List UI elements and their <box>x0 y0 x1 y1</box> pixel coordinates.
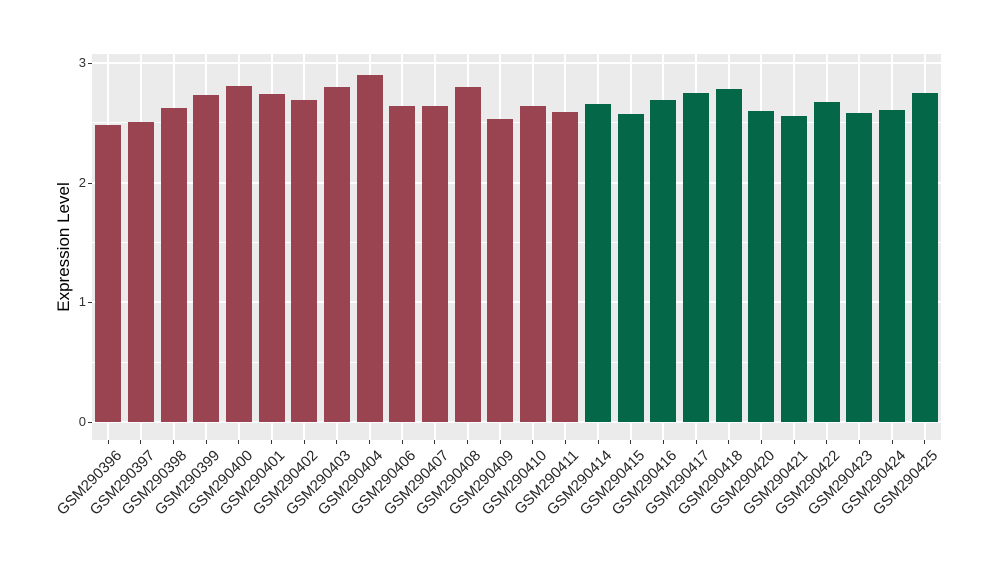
bar-GSM290415 <box>617 114 644 422</box>
x-tick <box>238 440 240 444</box>
x-tick <box>336 440 338 444</box>
x-tick <box>401 440 403 444</box>
y-minor-gridline <box>92 241 941 243</box>
bar-GSM290421 <box>781 115 808 422</box>
x-tick <box>760 440 762 444</box>
bar-GSM290402 <box>291 100 318 422</box>
bar-GSM290401 <box>258 94 285 422</box>
bar-GSM290397 <box>127 121 154 422</box>
y-major-gridline <box>92 181 941 184</box>
bar-GSM290400 <box>225 85 252 422</box>
x-tick <box>630 440 632 444</box>
bar-GSM290417 <box>683 92 710 422</box>
y-tick-label: 3 <box>78 54 86 70</box>
bar-GSM290418 <box>715 89 742 422</box>
y-tick <box>88 182 92 184</box>
x-tick <box>107 440 109 444</box>
y-major-gridline <box>92 301 941 304</box>
x-tick <box>858 440 860 444</box>
bar-GSM290398 <box>160 108 187 422</box>
x-tick <box>499 440 501 444</box>
bar-GSM290425 <box>911 92 938 422</box>
bar-GSM290410 <box>519 105 546 422</box>
bar-GSM290408 <box>454 86 481 422</box>
bar-GSM290403 <box>323 86 350 422</box>
bar-GSM290416 <box>650 100 677 422</box>
bar-GSM290406 <box>389 105 416 422</box>
y-tick-label: 1 <box>78 294 86 310</box>
y-tick <box>88 62 92 64</box>
x-tick <box>793 440 795 444</box>
x-tick <box>532 440 534 444</box>
bar-GSM290407 <box>421 105 448 422</box>
x-tick <box>662 440 664 444</box>
bar-GSM290424 <box>879 109 906 422</box>
y-tick <box>88 302 92 304</box>
y-tick-label: 0 <box>78 414 86 429</box>
x-tick <box>140 440 142 444</box>
y-axis-title: Expression Level <box>54 182 73 312</box>
x-tick <box>303 440 305 444</box>
x-tick <box>369 440 371 444</box>
y-minor-gridline <box>92 361 941 363</box>
bar-GSM290420 <box>748 110 775 422</box>
bar-GSM290422 <box>813 102 840 422</box>
x-tick <box>467 440 469 444</box>
bar-GSM290423 <box>846 113 873 422</box>
bar-GSM290411 <box>552 111 579 422</box>
x-tick <box>173 440 175 444</box>
x-tick <box>564 440 566 444</box>
x-tick <box>924 440 926 444</box>
x-tick <box>205 440 207 444</box>
x-tick <box>826 440 828 444</box>
x-tick <box>891 440 893 444</box>
y-tick <box>88 422 92 423</box>
x-tick <box>728 440 730 444</box>
bar-GSM290399 <box>193 95 220 422</box>
y-major-gridline <box>92 61 941 64</box>
x-tick <box>597 440 599 444</box>
x-tick <box>271 440 273 444</box>
y-minor-gridline <box>92 122 941 124</box>
plot-panel <box>92 54 941 440</box>
x-tick <box>695 440 697 444</box>
y-tick-label: 2 <box>78 174 86 190</box>
x-tick <box>434 440 436 444</box>
y-major-gridline <box>92 421 941 423</box>
bar-GSM290409 <box>487 119 514 422</box>
bar-GSM290414 <box>585 103 612 422</box>
bar-GSM290404 <box>356 74 383 422</box>
bar-GSM290396 <box>95 125 122 422</box>
